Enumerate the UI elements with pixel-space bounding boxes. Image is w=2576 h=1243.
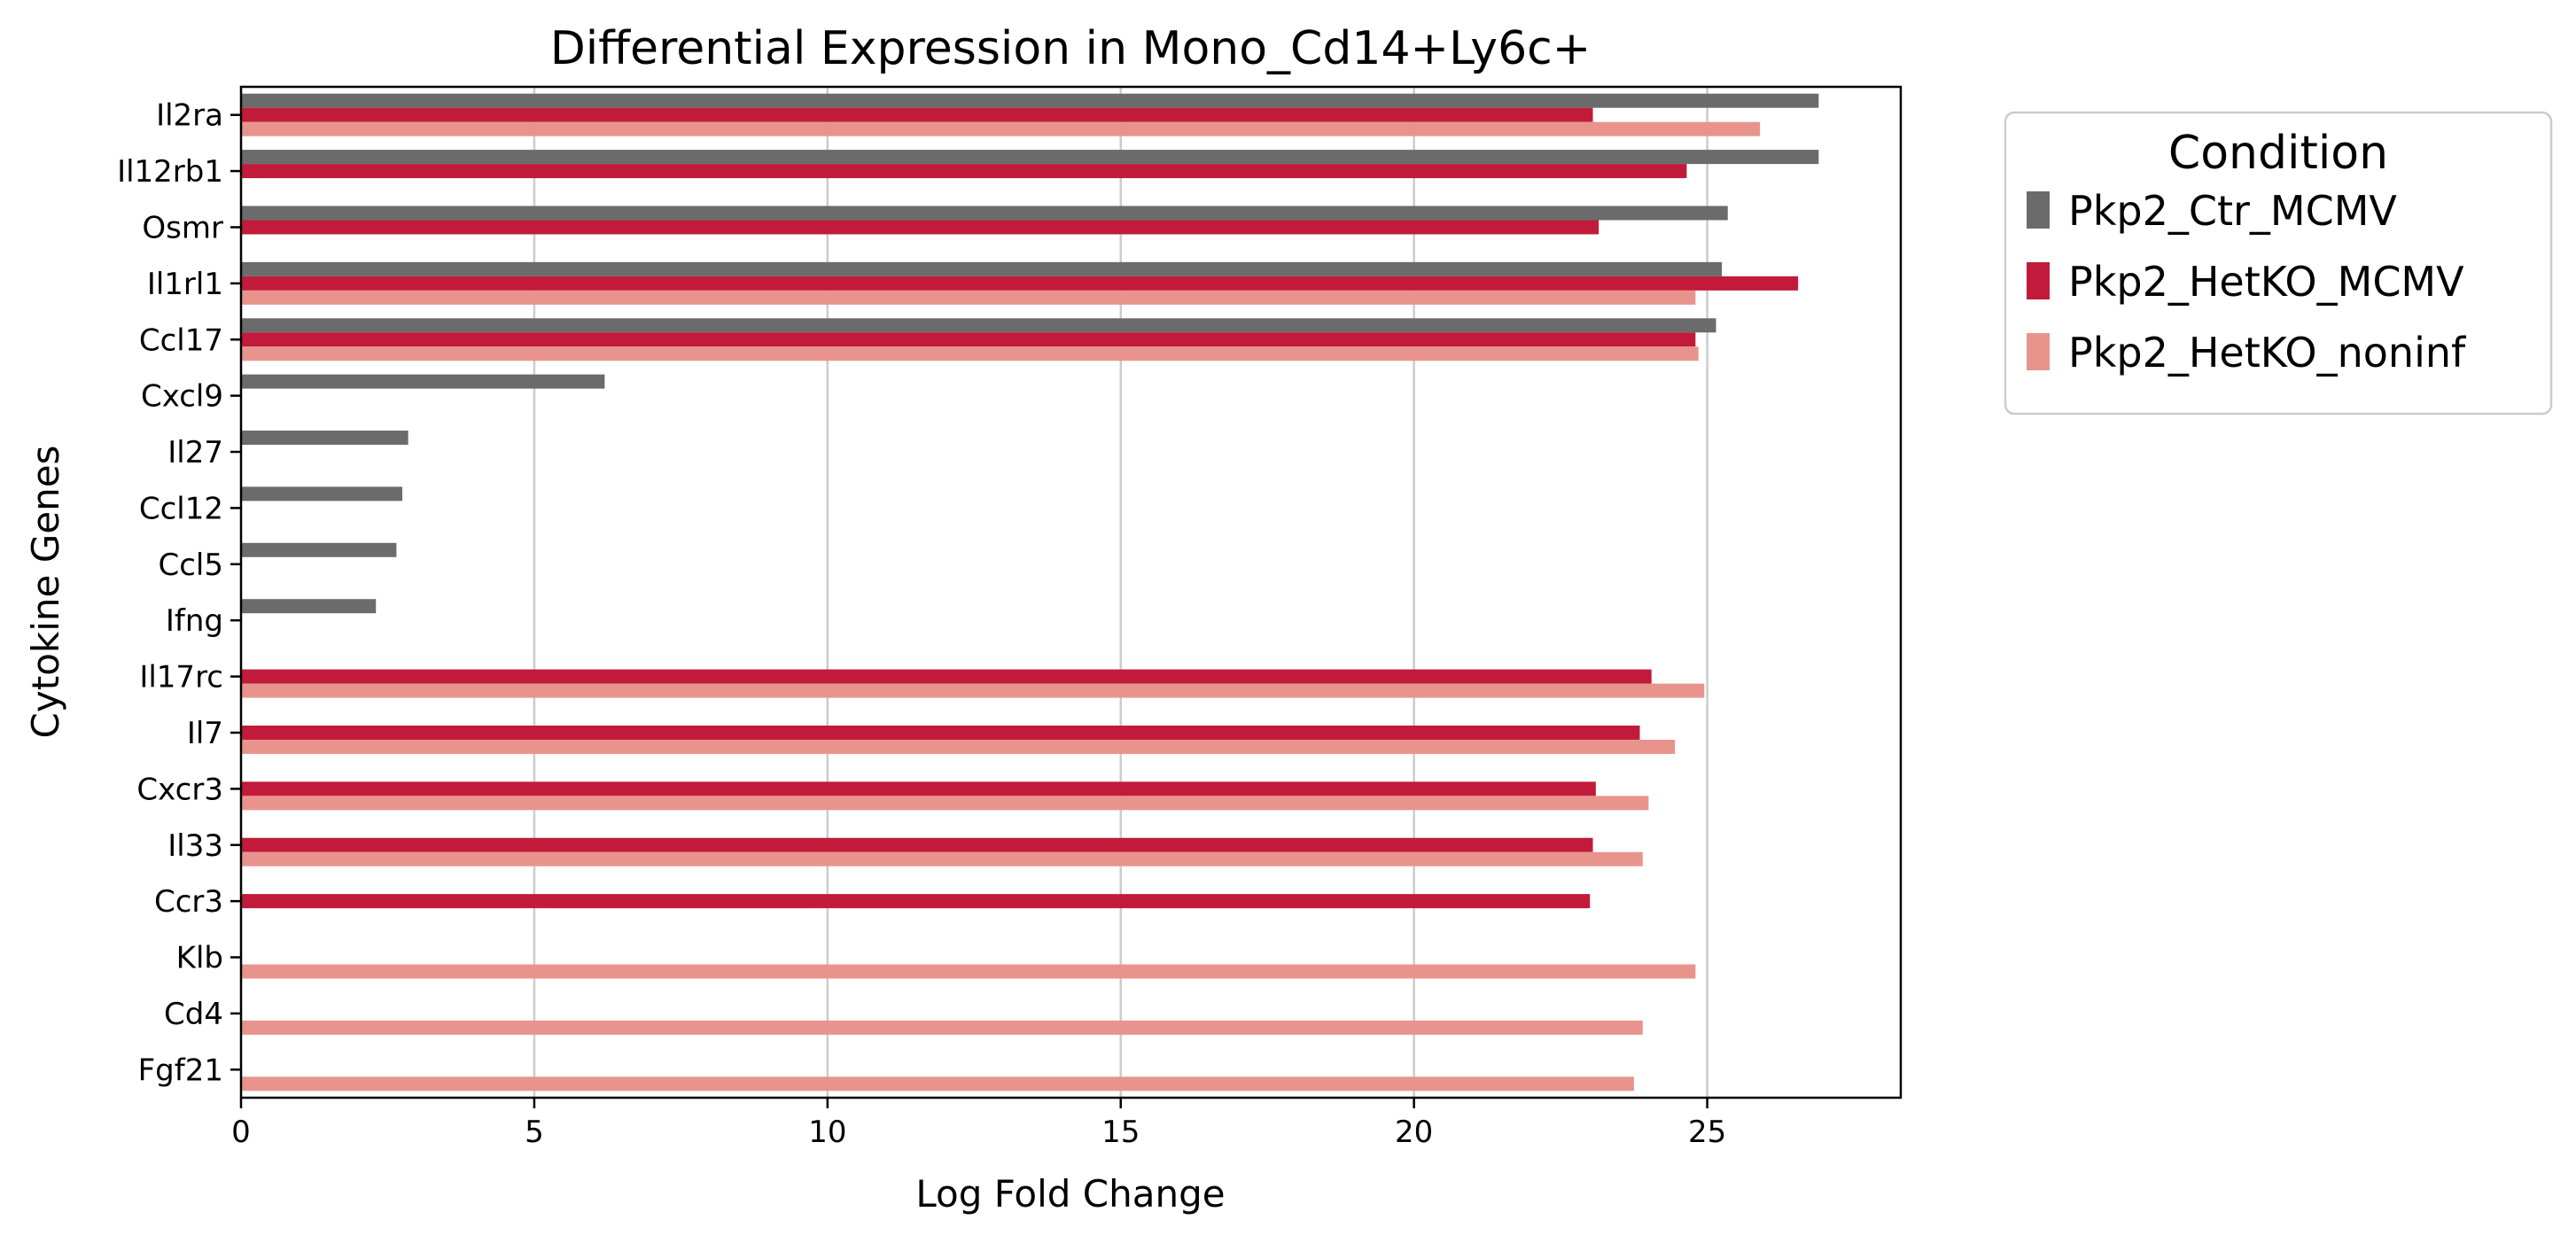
x-tick-label: 20 xyxy=(1395,1115,1433,1150)
bar-pkp2-ctr-mcmv-il27 xyxy=(241,431,409,446)
bar-pkp2-ctr-mcmv-il2ra xyxy=(241,93,1819,108)
bar-pkp2-hetko-mcmv-ccr3 xyxy=(241,894,1591,909)
bar-pkp2-hetko-noninf-klb xyxy=(241,964,1696,979)
y-tick-label-ccl12: Ccl12 xyxy=(139,491,223,526)
plot-frame xyxy=(239,85,1903,1099)
x-tick-label: 0 xyxy=(231,1115,251,1150)
y-tick-label-cd4: Cd4 xyxy=(164,997,223,1032)
x-axis-title: Log Fold Change xyxy=(915,1172,1225,1216)
x-tick-label: 25 xyxy=(1688,1115,1726,1150)
bar-pkp2-ctr-mcmv-cxcl9 xyxy=(241,374,605,389)
bar-pkp2-hetko-mcmv-il12rb1 xyxy=(241,164,1687,179)
bar-pkp2-hetko-mcmv-il17rc xyxy=(241,669,1652,684)
y-tick-label-il12rb1: Il12rb1 xyxy=(117,154,223,190)
bar-pkp2-ctr-mcmv-ccl5 xyxy=(241,542,397,557)
legend-title: Condition xyxy=(2168,127,2388,180)
bar-pkp2-hetko-noninf-il17rc xyxy=(241,683,1705,698)
y-tick-label-il33: Il33 xyxy=(167,828,223,864)
legend-label-pkp2-hetko-mcmv: Pkp2_HetKO_MCMV xyxy=(2068,258,2464,306)
bar-pkp2-hetko-mcmv-ccl17 xyxy=(241,332,1696,347)
y-tick-label-cxcl9: Cxcl9 xyxy=(141,379,223,415)
y-tick-label-ccl17: Ccl17 xyxy=(139,322,223,358)
x-ticks: 0 5 10 15 20 25 xyxy=(231,1098,1726,1150)
y-tick-label-osmr: Osmr xyxy=(142,210,223,245)
bar-pkp2-ctr-mcmv-ifng xyxy=(241,599,377,614)
x-tick-label: 15 xyxy=(1101,1115,1140,1150)
legend-items: Pkp2_Ctr_MCMV Pkp2_HetKO_MCMV Pkp2_HetKO_n… xyxy=(2027,187,2467,377)
legend-swatch-pkp2-hetko-mcmv xyxy=(2027,262,2050,299)
bar-pkp2-ctr-mcmv-ccl12 xyxy=(241,486,403,501)
bar-pkp2-ctr-mcmv-il1rl1 xyxy=(241,261,1723,276)
bar-pkp2-hetko-noninf-ccl17 xyxy=(241,346,1699,361)
bar-pkp2-hetko-mcmv-il7 xyxy=(241,725,1640,740)
y-axis-title: Cytokine Genes xyxy=(24,446,67,739)
y-tick-label-il17rc: Il17rc xyxy=(139,660,223,695)
y-ticks: Il2ra Il12rb1 Osmr Il1rl1 Ccl17 Cxcl9 Il27 Ccl1… xyxy=(117,98,241,1088)
bar-pkp2-ctr-mcmv-osmr xyxy=(241,206,1728,221)
y-tick-label-il2ra: Il2ra xyxy=(156,98,223,134)
y-tick-label-il7: Il7 xyxy=(187,716,223,751)
bar-pkp2-hetko-noninf-fgf21 xyxy=(241,1076,1634,1092)
bar-pkp2-hetko-mcmv-il2ra xyxy=(241,107,1593,122)
bars xyxy=(241,93,1819,1092)
legend-frame xyxy=(2004,111,2553,416)
y-tick-label-il1rl1: Il1rl1 xyxy=(147,267,223,302)
chart-title: Differential Expression in Mono_Cd14+Ly6… xyxy=(550,22,1592,75)
bar-pkp2-hetko-noninf-il7 xyxy=(241,739,1676,754)
bar-pkp2-ctr-mcmv-il12rb1 xyxy=(241,150,1819,165)
legend-swatch-pkp2-hetko-noninf xyxy=(2027,333,2050,370)
y-tick-label-ifng: Ifng xyxy=(166,603,223,639)
bar-pkp2-hetko-mcmv-osmr xyxy=(241,220,1599,235)
legend-label-pkp2-hetko-noninf: Pkp2_HetKO_noninf xyxy=(2068,329,2467,377)
bar-pkp2-ctr-mcmv-ccl17 xyxy=(241,318,1716,333)
bar-pkp2-hetko-mcmv-il1rl1 xyxy=(241,276,1799,291)
bar-pkp2-hetko-noninf-cxcr3 xyxy=(241,796,1649,811)
bar-pkp2-hetko-noninf-cd4 xyxy=(241,1020,1643,1035)
bar-pkp2-hetko-noninf-il33 xyxy=(241,851,1643,866)
x-gridlines xyxy=(533,87,1708,1098)
legend: Condition Pkp2_Ctr_MCMVPkp2_HetKO_MCMVPk… xyxy=(2004,111,2553,416)
y-tick-label-cxcr3: Cxcr3 xyxy=(136,772,223,807)
bar-pkp2-hetko-noninf-il2ra xyxy=(241,121,1761,136)
y-tick-label-ccl5: Ccl5 xyxy=(158,548,223,583)
bar-pkp2-hetko-mcmv-il33 xyxy=(241,837,1593,852)
bar-pkp2-hetko-mcmv-cxcr3 xyxy=(241,781,1596,796)
x-tick-label: 10 xyxy=(808,1115,846,1150)
legend-label-pkp2-ctr-mcmv: Pkp2_Ctr_MCMV xyxy=(2068,187,2397,235)
y-tick-label-klb: Klb xyxy=(176,941,223,976)
legend-swatch-pkp2-ctr-mcmv xyxy=(2027,191,2050,229)
y-tick-label-ccr3: Ccr3 xyxy=(154,884,223,920)
bar-pkp2-hetko-noninf-il1rl1 xyxy=(241,290,1696,305)
y-tick-label-fgf21: Fgf21 xyxy=(138,1053,223,1088)
y-tick-label-il27: Il27 xyxy=(167,435,223,470)
x-tick-label: 5 xyxy=(525,1115,544,1150)
